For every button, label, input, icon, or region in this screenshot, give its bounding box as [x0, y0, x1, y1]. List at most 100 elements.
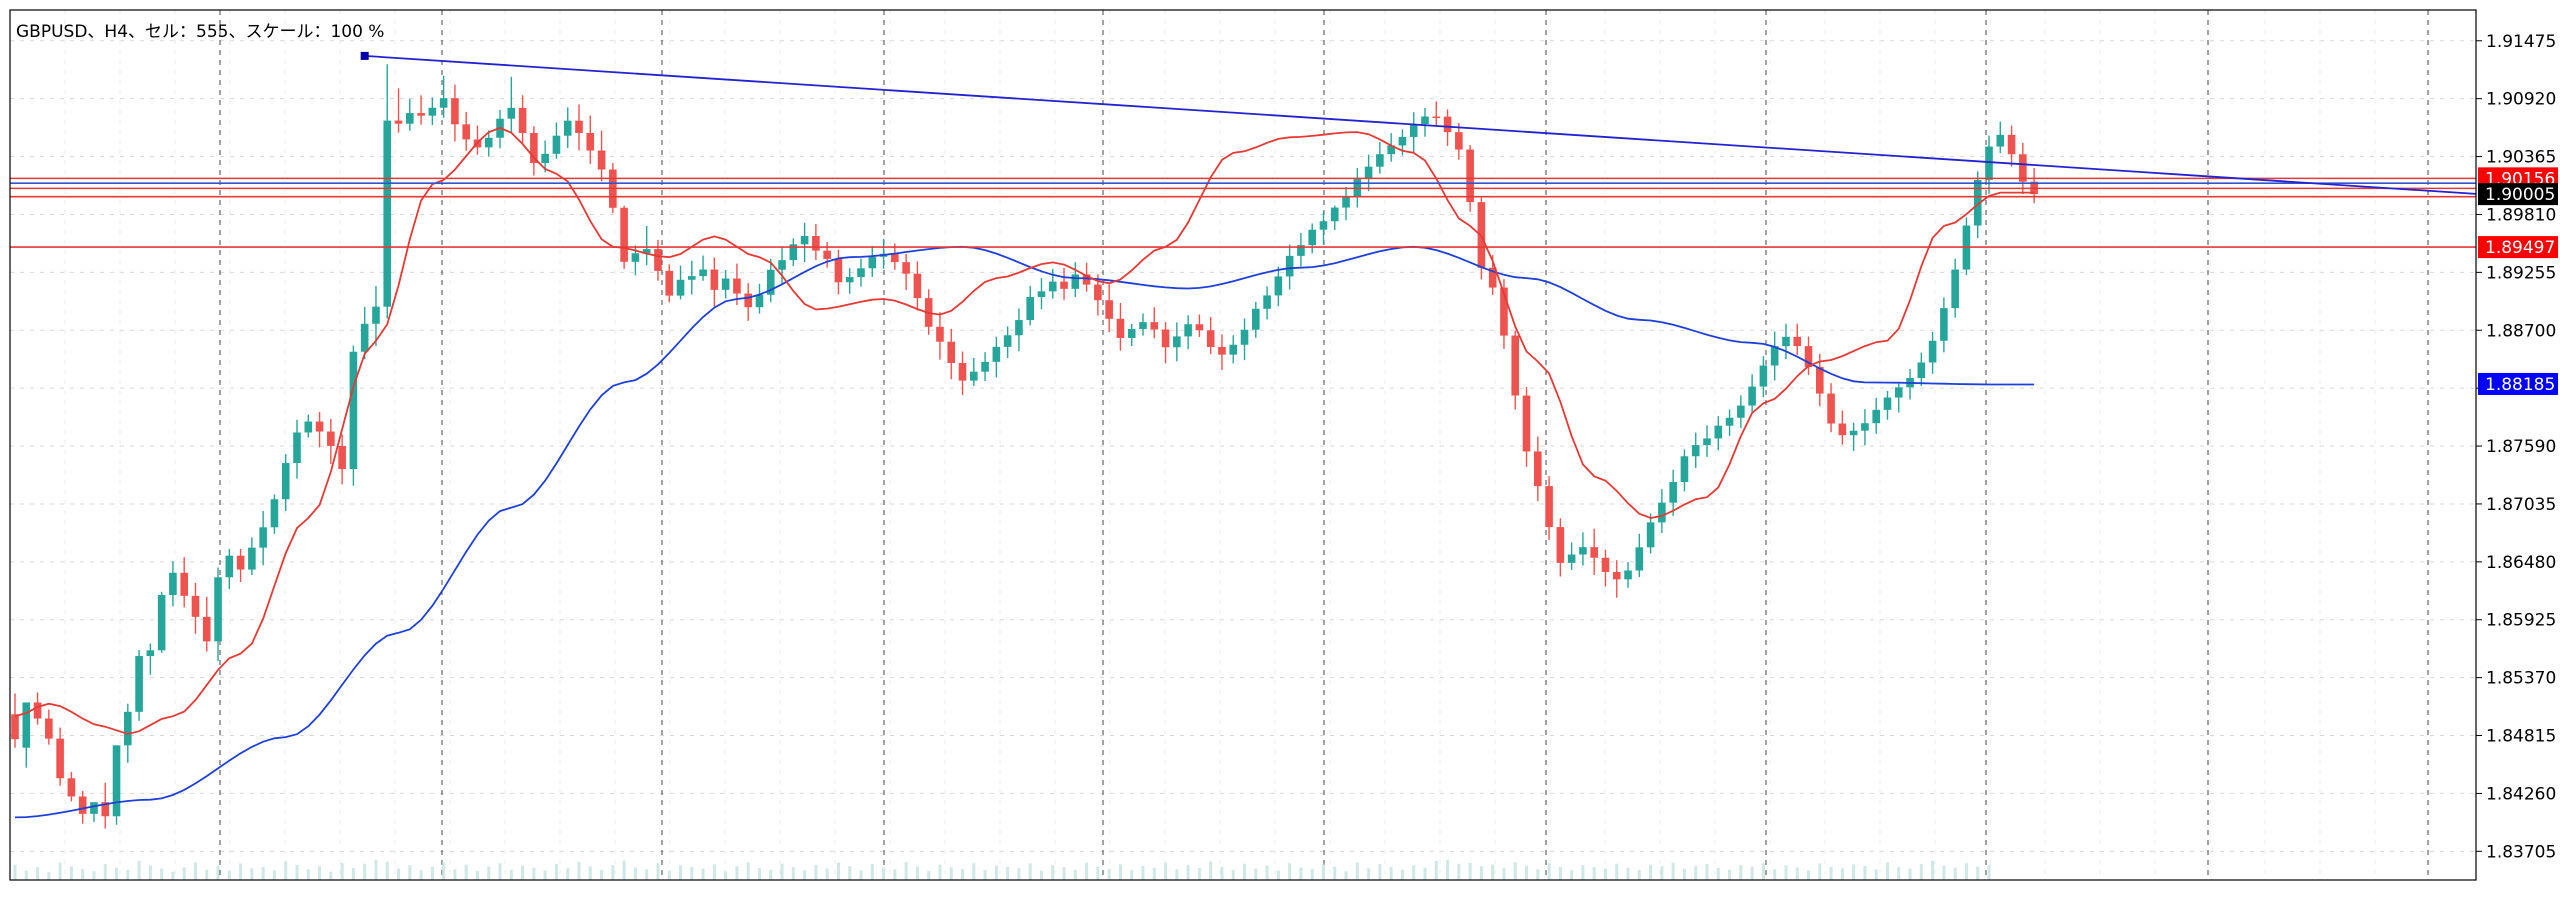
candle-body [1838, 423, 1847, 436]
y-tick-label: 1.87590 [2486, 437, 2556, 457]
candle-body [1376, 154, 1384, 167]
candle-body [169, 572, 177, 596]
candle-body [248, 547, 256, 570]
candle-body [1940, 308, 1948, 341]
candle [688, 260, 696, 295]
candle [778, 246, 786, 285]
volume-bar [724, 871, 728, 880]
candle-body [146, 650, 155, 657]
candle [1996, 121, 2005, 154]
volume-bar [182, 867, 186, 880]
candle [67, 771, 76, 802]
volume-bar [1412, 865, 1416, 880]
candle [315, 411, 324, 448]
volume-bar [1039, 870, 1043, 880]
candle-body [710, 269, 719, 290]
candle [1534, 436, 1542, 502]
volume-bar [160, 868, 164, 880]
candle-body [394, 120, 403, 124]
volume-bar [588, 866, 592, 880]
candle-body [1274, 276, 1283, 296]
candle-body [1691, 445, 1700, 457]
candle [1894, 383, 1903, 413]
price-tag-box [2478, 236, 2558, 259]
candle [1330, 205, 1339, 231]
candle-body [22, 702, 31, 748]
volume-bar [261, 866, 265, 880]
candle [1545, 476, 1553, 540]
volume-bar [340, 862, 344, 880]
candle [699, 255, 707, 281]
grid-layer [10, 10, 2476, 880]
candle-body [744, 293, 752, 308]
candle [383, 64, 392, 319]
candle-body [112, 745, 121, 817]
y-tick-label: 1.85370 [2486, 669, 2556, 689]
volume-bar [1682, 868, 1686, 880]
candle-body [1240, 329, 1249, 345]
volume-bar [1062, 867, 1066, 880]
candle-body [1003, 335, 1012, 347]
volume-bar [1446, 859, 1450, 880]
volume-bar [487, 866, 491, 880]
volume-bar [171, 871, 175, 880]
candle [360, 306, 369, 360]
volume-bar [938, 864, 942, 880]
volume-bar [927, 871, 931, 880]
volume-bar [667, 870, 671, 880]
volume-bar [1288, 863, 1292, 880]
volume-bar [554, 864, 558, 880]
candle-body [778, 260, 786, 270]
candle-body [1026, 296, 1034, 321]
candle-body [1263, 295, 1271, 309]
price-tag-label: 1.89497 [2485, 238, 2555, 258]
candle-body [1703, 438, 1711, 446]
volume-bar [284, 861, 288, 880]
trendline-handle[interactable] [360, 51, 369, 60]
candle-body [360, 323, 369, 352]
volume-bar [250, 868, 254, 880]
trend-layer[interactable] [360, 51, 2477, 195]
candle [1342, 187, 1350, 221]
candle [902, 253, 910, 290]
volume-bar [1874, 869, 1878, 880]
candle [1274, 266, 1283, 307]
candle-body [135, 656, 143, 712]
volume-bar [1107, 868, 1111, 880]
candle [2019, 143, 2027, 195]
candle [1263, 286, 1271, 320]
volume-bar [1197, 867, 1201, 880]
candle-body [327, 431, 335, 446]
candle-body [575, 120, 583, 133]
candle [372, 286, 380, 347]
candle-body [1849, 430, 1858, 436]
y-tick-label: 1.84260 [2486, 784, 2556, 804]
candle-body [67, 778, 76, 797]
candle-body [631, 253, 640, 262]
volume-bar [430, 866, 434, 880]
candle-body [857, 268, 865, 278]
candle [202, 596, 211, 652]
candle [428, 97, 437, 126]
candle [1804, 336, 1813, 376]
candle-body [56, 738, 64, 779]
volume-bar [1964, 863, 1968, 880]
volume-bar [81, 869, 85, 880]
candle [1116, 303, 1125, 351]
volume-bar [769, 869, 773, 880]
candle-body [1985, 146, 1993, 180]
candle [1127, 323, 1136, 347]
candle-body [1308, 229, 1316, 246]
trendline[interactable] [364, 55, 2477, 195]
volume-bar [363, 863, 367, 880]
volume-bar [1051, 865, 1055, 880]
candle [1748, 374, 1756, 413]
volume-bar [216, 866, 220, 880]
volume-bar [509, 869, 513, 880]
candle [462, 111, 470, 151]
candle [642, 225, 651, 266]
volume-bar [893, 869, 897, 880]
candle-body [1872, 409, 1880, 424]
candle-body [676, 279, 685, 296]
